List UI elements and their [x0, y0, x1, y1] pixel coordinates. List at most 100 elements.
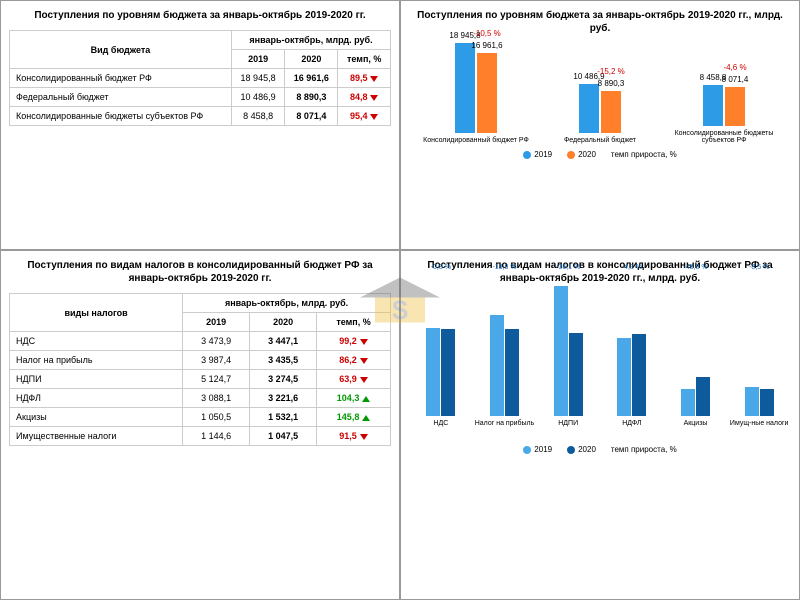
bar-2020: [505, 329, 519, 416]
bar-2019: [745, 387, 759, 416]
bar-2019: [490, 315, 504, 416]
arrow-down-icon: [360, 434, 368, 440]
bar-2019: [554, 286, 568, 416]
bar-group: -4,3 % НДФЛ: [600, 276, 664, 440]
legend1: 2019 2020 темп прироста, %: [409, 150, 791, 159]
cell-2019: 10 486,9: [231, 88, 284, 107]
leg2-2019: 2019: [534, 445, 552, 454]
cell-temp: 104,3: [317, 389, 391, 408]
table-row: НДС 3 473,9 3 447,1 99,2: [10, 332, 391, 351]
bar-pct: -13,8 %: [492, 264, 516, 271]
cell-temp: 99,2: [317, 332, 391, 351]
cell-2019: 3 987,4: [183, 351, 250, 370]
bar-value: 8 071,4: [722, 75, 749, 84]
bar-group: -0,8 % НДС: [409, 276, 473, 440]
cell-2019: 3 088,1: [183, 389, 250, 408]
bar-2019: [426, 328, 440, 416]
table-row: Налог на прибыль 3 987,4 3 435,5 86,2: [10, 351, 391, 370]
bar-2020: 8 890,3-15,2 %: [601, 91, 621, 133]
th-2019b: 2019: [183, 313, 250, 332]
bar-label: НДС: [433, 420, 448, 440]
table-budget: Вид бюджета январь-октябрь, млрд. руб. 2…: [9, 30, 391, 126]
cell-2020: 1 047,5: [250, 427, 317, 446]
bar-label: НДПИ: [558, 420, 578, 440]
cell-name: НДФЛ: [10, 389, 183, 408]
cell-name: НДПИ: [10, 370, 183, 389]
cell-2020: 3 447,1: [250, 332, 317, 351]
bar-2020: [696, 377, 710, 416]
cell-name: Налог на прибыль: [10, 351, 183, 370]
arrow-down-icon: [370, 95, 378, 101]
cell-2019: 1 144,6: [183, 427, 250, 446]
cell-2019: 18 945,8: [231, 69, 284, 88]
bar-group: -13,8 % Налог на прибыль: [473, 276, 537, 440]
bar-2020: [441, 329, 455, 416]
bar-value: 8 890,3: [598, 79, 625, 88]
bar-group: -36,1 % НДПИ: [536, 276, 600, 440]
bar-pct: -45,8 %: [683, 264, 707, 271]
arrow-up-icon: [362, 415, 370, 421]
arrow-down-icon: [360, 358, 368, 364]
bar-2019: 18 945,8: [455, 43, 475, 133]
cell-2020: 16 961,6: [285, 69, 338, 88]
panel-table-budget: Поступления по уровням бюджета за январь…: [0, 0, 400, 250]
bar-2019: 8 458,8: [703, 85, 723, 125]
arrow-down-icon: [370, 76, 378, 82]
th-type: Вид бюджета: [10, 31, 232, 69]
cell-name: Консолидированные бюджеты субъектов РФ: [10, 107, 232, 126]
table-row: Консолидированные бюджеты субъектов РФ 8…: [10, 107, 391, 126]
table-row: Федеральный бюджет 10 486,9 8 890,3 84,8: [10, 88, 391, 107]
bar-value: 16 961,6: [471, 41, 502, 50]
th-tempb: темп, %: [317, 313, 391, 332]
leg-2020: 2020: [578, 150, 596, 159]
bar-label: Акцизы: [684, 420, 708, 440]
cell-name: Акцизы: [10, 408, 183, 427]
bar-group: -45,8 % Акцизы: [664, 276, 728, 440]
table-row: Консолидированный бюджет РФ 18 945,8 16 …: [10, 69, 391, 88]
bar-2019: [681, 389, 695, 416]
table-row: НДПИ 5 124,7 3 274,5 63,9: [10, 370, 391, 389]
bar-2020: 8 071,4-4,6 %: [725, 87, 745, 125]
cell-name: НДС: [10, 332, 183, 351]
bar-pct: -8,5 %: [749, 264, 769, 271]
bar-group: 10 486,9 8 890,3-15,2 % Федеральный бюдж…: [538, 33, 662, 145]
bar-group: 18 945,8 16 961,6-10,5 % Консолидированн…: [414, 33, 538, 145]
bar-pct: -10,5 %: [473, 29, 501, 38]
cell-2020: 8 890,3: [285, 88, 338, 107]
bar-label: Федеральный бюджет: [564, 137, 636, 145]
leg-2019: 2019: [534, 150, 552, 159]
bar-pct: -4,3 %: [622, 264, 642, 271]
table-row: Имущественные налоги 1 144,6 1 047,5 91,…: [10, 427, 391, 446]
bar-label: Имущ-ные налоги: [730, 420, 789, 440]
th-period: январь-октябрь, млрд. руб.: [231, 31, 390, 50]
th-tax: виды налогов: [10, 294, 183, 332]
cell-temp: 91,5: [317, 427, 391, 446]
cell-temp: 86,2: [317, 351, 391, 370]
cell-temp: 145,8: [317, 408, 391, 427]
chart-budget: 18 945,8 16 961,6-10,5 % Консолидированн…: [409, 45, 791, 185]
bar-group: -8,5 % Имущ-ные налоги: [727, 276, 791, 440]
panel-table-tax: Поступления по видам налогов в консолиди…: [0, 250, 400, 600]
cell-2020: 3 221,6: [250, 389, 317, 408]
bar-label: НДФЛ: [622, 420, 641, 440]
bar-2020: [632, 334, 646, 416]
panel-chart-tax: Поступления по видам налогов в консолиди…: [400, 250, 800, 600]
panel1-title: Поступления по уровням бюджета за январь…: [9, 9, 391, 22]
cell-2020: 3 274,5: [250, 370, 317, 389]
cell-name: Имущественные налоги: [10, 427, 183, 446]
panel3-title: Поступления по видам налогов в консолиди…: [9, 259, 391, 285]
bar-group: 8 458,8 8 071,4-4,6 % Консолидированные …: [662, 26, 786, 145]
th-2019: 2019: [231, 50, 284, 69]
table-row: Акцизы 1 050,5 1 532,1 145,8: [10, 408, 391, 427]
bar-label: Консолидированный бюджет РФ: [423, 137, 529, 145]
cell-temp: 95,4: [338, 107, 391, 126]
bar-2019: 10 486,9: [579, 84, 599, 134]
arrow-up-icon: [362, 396, 370, 402]
cell-temp: 89,5: [338, 69, 391, 88]
arrow-down-icon: [360, 339, 368, 345]
cell-name: Консолидированный бюджет РФ: [10, 69, 232, 88]
cell-2020: 3 435,5: [250, 351, 317, 370]
leg2-2020: 2020: [578, 445, 596, 454]
th-temp: темп, %: [338, 50, 391, 69]
bar-2020: [760, 389, 774, 416]
